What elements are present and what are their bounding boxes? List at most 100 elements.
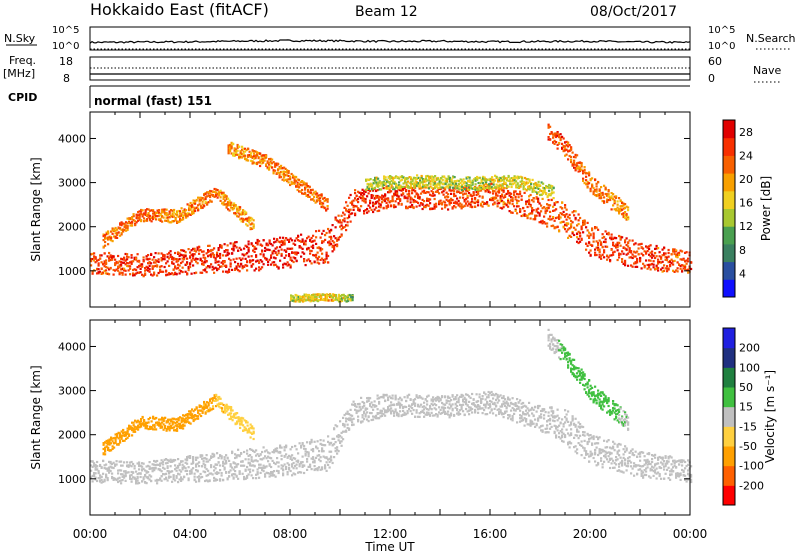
power-cell	[388, 190, 391, 193]
power-cell	[499, 206, 502, 209]
power-cell	[445, 191, 448, 194]
power-cell	[274, 252, 277, 255]
power-cell	[166, 256, 169, 259]
power-cell	[129, 273, 132, 276]
power-cell	[340, 234, 343, 237]
power-cell	[501, 194, 504, 198]
power-cell	[194, 209, 197, 213]
velocity-cell	[108, 471, 111, 474]
velocity-cell	[219, 454, 222, 457]
power-cell	[548, 194, 551, 197]
power-cell	[592, 234, 595, 237]
power-cell	[352, 206, 355, 209]
power-cell	[573, 166, 576, 169]
power-cell	[530, 186, 533, 190]
velocity-cell	[169, 470, 172, 473]
power-cell	[461, 185, 464, 188]
power-cell	[228, 252, 231, 255]
power-cell	[126, 217, 129, 220]
power-cell	[444, 179, 447, 182]
velocity-cell	[349, 414, 352, 417]
power-cell	[204, 201, 207, 205]
power-cell	[165, 214, 168, 217]
power-cell	[556, 131, 559, 134]
power-cell	[540, 190, 543, 193]
power-cell	[288, 263, 291, 266]
power-cell	[250, 255, 253, 258]
power-cell	[158, 211, 161, 214]
velocity-cell	[238, 470, 241, 473]
power-cell	[516, 199, 519, 202]
power-cell	[256, 259, 259, 262]
power-cell	[384, 200, 387, 203]
power-cell	[513, 177, 516, 180]
velocity-cell	[232, 462, 235, 465]
velocity-cell	[351, 403, 354, 406]
power-cell	[125, 221, 128, 224]
power-cell	[463, 204, 466, 208]
power-cell	[322, 240, 325, 243]
power-cell	[139, 271, 142, 274]
power-cell	[322, 202, 325, 205]
power-cell	[251, 149, 254, 152]
velocity-cell	[300, 471, 303, 474]
power-cell	[121, 273, 124, 276]
power-cell	[367, 210, 370, 213]
power-cell	[364, 209, 367, 212]
power-cell	[429, 182, 432, 185]
velocity-cell	[345, 412, 348, 415]
power-cell	[376, 196, 379, 199]
power-cell	[270, 242, 273, 246]
power-cell	[420, 186, 423, 190]
velocity-cell	[276, 447, 279, 450]
velocity-cell	[166, 466, 169, 470]
power-cell	[574, 166, 577, 169]
power-cell	[651, 262, 654, 266]
velocity-cell	[268, 463, 271, 466]
velocity-cell	[243, 478, 246, 481]
velocity-cell	[129, 474, 132, 477]
power-cell	[423, 191, 426, 194]
power-cell	[218, 194, 221, 197]
power-cell	[528, 201, 531, 204]
power-cell	[187, 248, 190, 251]
power-cell	[450, 199, 453, 202]
velocity-cell	[151, 466, 154, 470]
velocity-cell	[213, 455, 216, 458]
power-cell	[121, 271, 124, 274]
power-cell	[365, 178, 368, 181]
power-cell	[248, 153, 251, 157]
power-cell	[501, 207, 504, 210]
power-cell	[482, 177, 485, 180]
power-cell	[363, 197, 366, 200]
velocity-cell	[363, 418, 366, 421]
power-cell	[610, 233, 613, 236]
power-cell	[438, 184, 441, 187]
velocity-cell	[96, 460, 99, 464]
power-cell	[487, 190, 490, 194]
power-cell	[328, 242, 331, 245]
power-cell	[603, 201, 606, 204]
power-cell	[481, 195, 484, 198]
velocity-cell	[222, 460, 225, 463]
power-cell	[594, 254, 597, 257]
velocity-cell	[105, 475, 108, 478]
velocity-cell	[129, 461, 132, 464]
power-cell	[562, 144, 565, 148]
power-cell	[195, 206, 198, 209]
velocity-cell	[142, 478, 145, 481]
power-cell	[495, 175, 498, 178]
power-cell	[603, 184, 606, 187]
power-cell	[538, 221, 541, 224]
power-cell	[189, 201, 192, 205]
power-cell	[248, 150, 251, 153]
power-cell	[465, 192, 468, 195]
power-cell	[545, 186, 548, 189]
power-cell	[631, 239, 634, 242]
power-cell	[385, 197, 388, 200]
velocity-cell	[360, 408, 363, 411]
power-cell	[304, 191, 307, 194]
power-cell	[334, 218, 337, 221]
power-cell	[144, 213, 147, 217]
power-cell	[295, 253, 298, 256]
